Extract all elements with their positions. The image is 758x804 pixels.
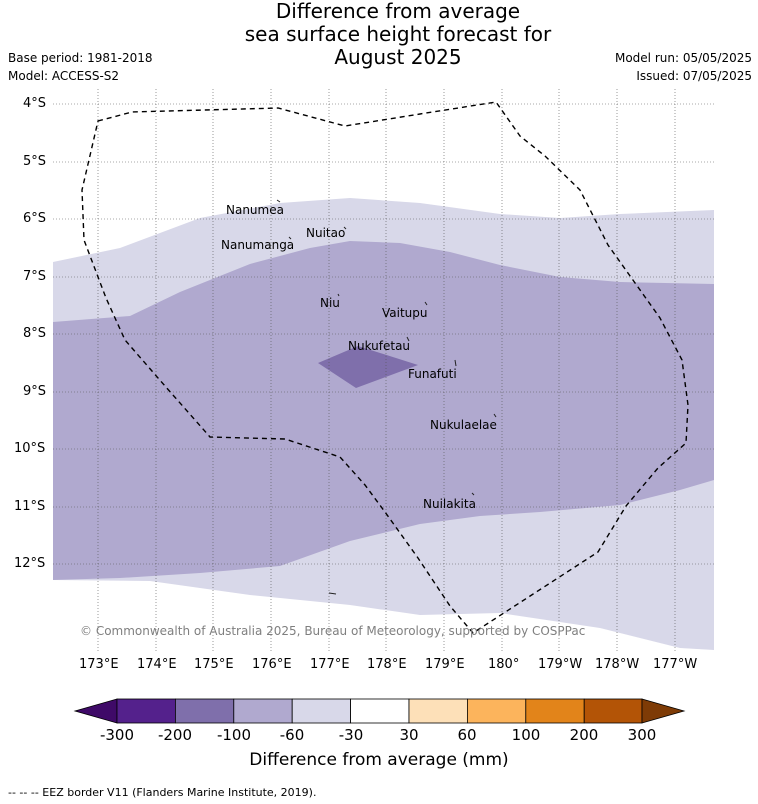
colorbar-bin-1: [116, 698, 176, 724]
colorbar-label: 30: [399, 726, 419, 744]
title-line-1: Difference from average: [275, 0, 521, 23]
island-markers: [276, 199, 497, 595]
meta-right: Model run: 05/05/2025 Issued: 07/05/2025: [615, 49, 752, 85]
lat-label: 9°S: [23, 384, 47, 399]
copyright-notice: © Commonwealth of Australia 2025, Bureau…: [80, 624, 586, 638]
band-minus60-to-minus100: [53, 241, 714, 580]
anomaly-fields: [53, 198, 714, 650]
lon-label: 178°E: [367, 657, 407, 672]
colorbar-label: -30: [338, 726, 364, 744]
place-label: Niu: [320, 296, 340, 310]
place-label: Nanumanga: [221, 238, 295, 252]
lat-label: 12°S: [14, 556, 46, 571]
lat-label: 6°S: [23, 211, 47, 226]
lon-label: 173°E: [79, 657, 119, 672]
lon-label: 177°W: [653, 657, 698, 672]
colorbar-label: 100: [511, 726, 541, 744]
colorbar-bin-7: [466, 698, 527, 724]
place-label: Nuilakita: [423, 497, 476, 511]
lat-label: 11°S: [14, 499, 46, 514]
place-label: Vaitupu: [382, 306, 428, 320]
title-line-2: sea surface height forecast for: [244, 22, 552, 46]
colorbar-label: 300: [627, 726, 657, 744]
eez-legend-note: -- -- -- EEZ border V11 (Flanders Marine…: [8, 786, 317, 799]
colorbar-bin-5: [350, 698, 410, 724]
colorbar-title: Difference from average (mm): [249, 750, 509, 770]
colorbar-bin-9: [583, 698, 643, 724]
lat-label: 7°S: [23, 269, 47, 284]
lon-label: 178°W: [595, 657, 640, 672]
title-line-3: August 2025: [334, 45, 462, 69]
colorbar-min-arrow: [73, 698, 118, 724]
model-name: Model: ACCESS-S2: [8, 69, 120, 83]
colorbar-label: -100: [216, 726, 252, 744]
colorbar-bin-6: [408, 698, 468, 724]
place-label: Nanumea: [226, 203, 284, 217]
lon-label: 180°: [488, 657, 520, 672]
lon-label: 179°W: [538, 657, 583, 672]
colorbar-label: 60: [457, 726, 477, 744]
colorbar-bin-3: [233, 698, 293, 724]
issued-date: Issued: 07/05/2025: [636, 69, 752, 83]
colorbar-label: -200: [157, 726, 193, 744]
place-label: Nukulaelae: [430, 418, 497, 432]
colorbar-bin-8: [525, 698, 585, 724]
colorbar-bin-2: [174, 698, 235, 724]
lat-label: 4°S: [23, 96, 47, 111]
colorbar-label: -300: [99, 726, 135, 744]
latitude-gridlines: [53, 103, 714, 565]
longitude-gridlines: [97, 89, 676, 651]
lon-label: 176°E: [252, 657, 292, 672]
model-run: Model run: 05/05/2025: [614, 51, 752, 65]
place-label: Funafuti: [408, 367, 457, 381]
meta-left: Base period: 1981-2018 Model: ACCESS-S2: [8, 49, 153, 85]
lon-label: 179°E: [425, 657, 465, 672]
eez-border: [81, 101, 689, 634]
colorbar-label: 200: [569, 726, 599, 744]
colorbar: [73, 698, 686, 724]
map-title: Difference from average sea surface heig…: [0, 0, 758, 69]
lat-label: 8°S: [23, 326, 47, 341]
lon-label: 174°E: [137, 657, 177, 672]
place-label: Nuitao: [306, 226, 346, 240]
lat-label: 10°S: [14, 441, 46, 456]
colorbar-label: -60: [279, 726, 305, 744]
colorbar-max-arrow: [641, 698, 686, 724]
lat-label: 5°S: [23, 154, 47, 169]
lon-label: 177°E: [310, 657, 350, 672]
base-period: Base period: 1981-2018: [8, 51, 153, 65]
band-minus100-to-minus200: [318, 346, 418, 388]
colorbar-bin-4: [291, 698, 352, 724]
lon-label: 175°E: [194, 657, 234, 672]
place-label: Nukufetau: [348, 339, 411, 353]
